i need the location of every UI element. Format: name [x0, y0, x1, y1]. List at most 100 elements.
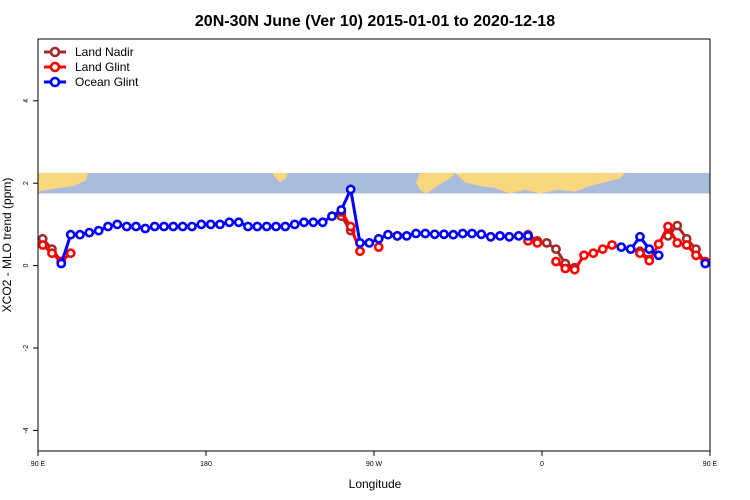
- point-ocean-glint-0-22: [261, 221, 272, 232]
- point-ocean-glint-1-0: [616, 242, 627, 252]
- legend-marker-land-glint: [49, 61, 61, 73]
- point-ocean-glint-2-0: [700, 258, 711, 269]
- point-land-glint-7-4: [691, 250, 701, 261]
- point-ocean-glint-0-25: [289, 219, 300, 230]
- point-ocean-glint-0-13: [177, 221, 188, 232]
- y-axis-label: XCO2 - MLO trend (ppm): [0, 178, 14, 313]
- point-land-glint-6-1: [644, 255, 655, 266]
- point-land-glint-6-0: [635, 248, 645, 259]
- point-land-nadir-4-1: [551, 244, 561, 254]
- point-ocean-glint-0-49: [513, 230, 524, 241]
- point-ocean-glint-0-47: [495, 230, 505, 241]
- point-land-nadir-4-0: [541, 237, 552, 248]
- map-land-4: [590, 172, 600, 179]
- point-ocean-glint-0-12: [168, 221, 179, 232]
- point-ocean-glint-0-33: [364, 237, 375, 248]
- point-ocean-glint-0-21: [252, 221, 263, 232]
- point-land-glint-0-1: [47, 248, 57, 259]
- legend-label-land-nadir: Land Nadir: [75, 45, 134, 59]
- point-ocean-glint-0-16: [205, 219, 216, 230]
- point-land-glint-1-1: [65, 248, 76, 259]
- point-ocean-glint-0-42: [448, 229, 459, 240]
- point-ocean-glint-0-3: [84, 227, 95, 238]
- point-ocean-glint-0-27: [308, 217, 319, 228]
- series-ocean-glint: [56, 184, 711, 269]
- point-ocean-glint-0-24: [280, 221, 291, 232]
- x-tick-label-1: 180: [200, 461, 212, 468]
- point-ocean-glint-1-4: [653, 250, 664, 261]
- chart-title: 20N-30N June (Ver 10) 2015-01-01 to 2020…: [195, 13, 555, 30]
- map-land-2: [416, 172, 455, 194]
- point-ocean-glint-0-17: [215, 219, 225, 230]
- point-ocean-glint-0-23: [271, 221, 281, 232]
- point-ocean-glint-0-8: [131, 221, 141, 232]
- point-ocean-glint-0-26: [299, 217, 309, 228]
- point-ocean-glint-0-4: [93, 225, 104, 236]
- y-tick-label-4: 4: [23, 99, 30, 103]
- point-ocean-glint-0-11: [159, 221, 169, 232]
- point-land-glint-0-0: [37, 240, 48, 250]
- point-ocean-glint-1-1: [625, 244, 636, 254]
- point-ocean-glint-0-38: [411, 228, 421, 239]
- point-ocean-glint-0-29: [327, 211, 337, 222]
- point-land-glint-7-0: [653, 239, 664, 250]
- legend-label-ocean-glint: Ocean Glint: [75, 75, 139, 89]
- point-land-glint-5-1: [560, 263, 571, 274]
- legend-marker-land-nadir: [49, 46, 61, 58]
- point-ocean-glint-0-35: [383, 229, 393, 240]
- x-tick-label-0: 90 E: [31, 461, 46, 468]
- point-ocean-glint-0-37: [401, 230, 412, 241]
- y-tick-label-2: 0: [23, 264, 30, 268]
- point-ocean-glint-0-32: [355, 237, 365, 248]
- series-land-glint: [37, 207, 711, 275]
- point-land-glint-7-2: [672, 237, 683, 248]
- point-land-glint-7-1: [663, 221, 673, 232]
- y-tick-label-3: 2: [23, 181, 30, 185]
- y-tick-label-0: -4: [23, 427, 30, 433]
- point-ocean-glint-0-40: [429, 229, 440, 240]
- point-land-nadir-6-1: [672, 220, 683, 231]
- point-ocean-glint-0-19: [233, 217, 244, 228]
- chart-marks: [37, 184, 711, 275]
- point-land-glint-2-2: [355, 246, 365, 257]
- point-ocean-glint-0-20: [243, 221, 253, 232]
- legend-marker-ocean-glint: [49, 76, 61, 88]
- y-axis: -4 -2 0 2 4: [23, 99, 38, 434]
- x-axis-label: Longitude: [349, 477, 402, 491]
- point-ocean-glint-0-45: [476, 229, 487, 240]
- point-land-glint-5-4: [588, 248, 599, 259]
- y-tick-label-1: -2: [23, 345, 30, 351]
- point-land-glint-4-1: [532, 237, 543, 248]
- point-ocean-glint-0-36: [392, 230, 403, 241]
- point-ocean-glint-0-41: [439, 229, 449, 240]
- point-ocean-glint-0-44: [467, 228, 477, 239]
- point-ocean-glint-0-50: [523, 230, 533, 241]
- point-ocean-glint-0-1: [65, 229, 76, 240]
- x-tick-label-3: 0: [540, 461, 544, 468]
- map-land-0: [38, 172, 88, 192]
- world-map-strip: [38, 172, 710, 194]
- point-land-glint-5-0: [551, 256, 561, 267]
- point-ocean-glint-0-5: [103, 221, 113, 232]
- point-ocean-glint-0-30: [336, 205, 347, 215]
- point-land-glint-5-5: [597, 244, 608, 254]
- point-ocean-glint-0-6: [112, 219, 123, 230]
- point-ocean-glint-0-34: [373, 233, 384, 244]
- point-ocean-glint-1-3: [644, 244, 655, 254]
- point-ocean-glint-0-15: [196, 219, 207, 230]
- point-ocean-glint-0-10: [149, 221, 160, 232]
- x-axis: 90 E 180 90 W 0 90 E: [31, 451, 718, 468]
- legend-label-land-glint: Land Glint: [75, 60, 130, 74]
- point-ocean-glint-0-7: [121, 221, 132, 232]
- point-ocean-glint-0-9: [140, 223, 151, 234]
- point-ocean-glint-0-43: [457, 228, 468, 239]
- line-land-nadir-4: [545, 241, 576, 270]
- point-land-glint-7-3: [681, 240, 692, 250]
- point-ocean-glint-0-46: [485, 231, 496, 242]
- point-land-glint-5-2: [569, 264, 580, 275]
- point-ocean-glint-0-14: [187, 221, 197, 232]
- x-tick-label-4: 90 E: [703, 461, 718, 468]
- x-tick-label-2: 90 W: [366, 461, 383, 468]
